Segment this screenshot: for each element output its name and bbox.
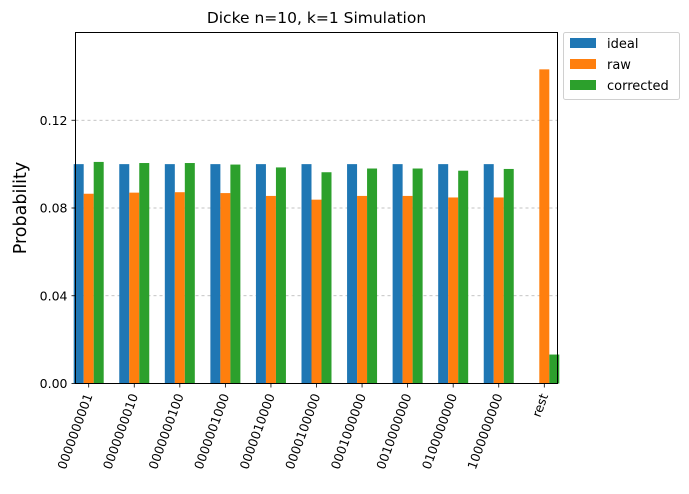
bar-ideal-4 — [255, 164, 266, 384]
legend-label-corrected: corrected — [607, 79, 669, 94]
y-tick-label: 0.04 — [40, 288, 68, 303]
bar-ideal-3 — [210, 164, 221, 384]
bar-corrected-2 — [184, 163, 195, 384]
x-tick-label: 1000000000 — [464, 391, 505, 471]
bar-ideal-2 — [164, 164, 175, 384]
bar-raw-1 — [129, 192, 140, 384]
x-tick-label: 0000000100 — [145, 391, 186, 471]
bar-corrected-10 — [549, 354, 560, 384]
x-tick-label: 0000100000 — [282, 391, 323, 471]
bar-corrected-5 — [321, 172, 332, 384]
bar-raw-4 — [265, 195, 276, 384]
bar-ideal-6 — [347, 164, 358, 384]
legend-swatch-ideal — [570, 38, 596, 48]
bar-corrected-3 — [230, 164, 241, 384]
bar-raw-8 — [448, 197, 459, 384]
bar-raw-10 — [539, 69, 550, 384]
chart-title: Dicke n=10, k=1 Simulation — [207, 9, 426, 27]
y-tick-label: 0.12 — [40, 113, 68, 128]
y-tick-label: 0.00 — [40, 376, 68, 391]
bar-corrected-1 — [139, 163, 150, 384]
x-tick-label: 0001000000 — [328, 391, 369, 471]
bar-raw-0 — [83, 193, 94, 384]
x-tick-label: 0000000010 — [100, 391, 141, 471]
bar-ideal-5 — [301, 164, 312, 384]
legend-label-ideal: ideal — [607, 37, 638, 52]
legend-swatch-raw — [570, 59, 596, 69]
x-tick-label: 0100000000 — [419, 391, 460, 471]
bar-ideal-0 — [73, 164, 84, 384]
bar-corrected-7 — [412, 168, 423, 384]
bar-corrected-9 — [503, 168, 514, 384]
bar-corrected-8 — [458, 170, 469, 384]
bar-ideal-9 — [483, 164, 494, 384]
bar-layer — [73, 69, 560, 384]
bar-ideal-7 — [392, 164, 403, 384]
bar-corrected-4 — [275, 167, 286, 384]
bar-raw-7 — [402, 195, 413, 384]
x-tick-label: 0000000001 — [54, 391, 95, 471]
bar-raw-5 — [311, 199, 322, 384]
legend-layer: ideal raw corrected — [563, 32, 680, 100]
legend-label-raw: raw — [607, 58, 631, 73]
bar-corrected-6 — [367, 168, 378, 384]
bar-raw-6 — [357, 195, 368, 384]
bar-ideal-1 — [119, 164, 130, 384]
x-tick-label: 0000010000 — [236, 391, 277, 471]
bar-raw-2 — [174, 192, 185, 384]
x-tick-label: 0010000000 — [373, 391, 414, 471]
y-axis-label: Probability — [11, 162, 31, 255]
bar-ideal-8 — [438, 164, 449, 384]
bar-raw-9 — [493, 197, 504, 384]
x-tick-label: 0000001000 — [191, 391, 232, 471]
bar-raw-3 — [220, 193, 231, 384]
legend-swatch-corrected — [570, 80, 596, 90]
x-tick-label: rest — [529, 391, 551, 419]
bar-corrected-0 — [93, 161, 104, 384]
y-tick-label: 0.08 — [40, 201, 68, 216]
